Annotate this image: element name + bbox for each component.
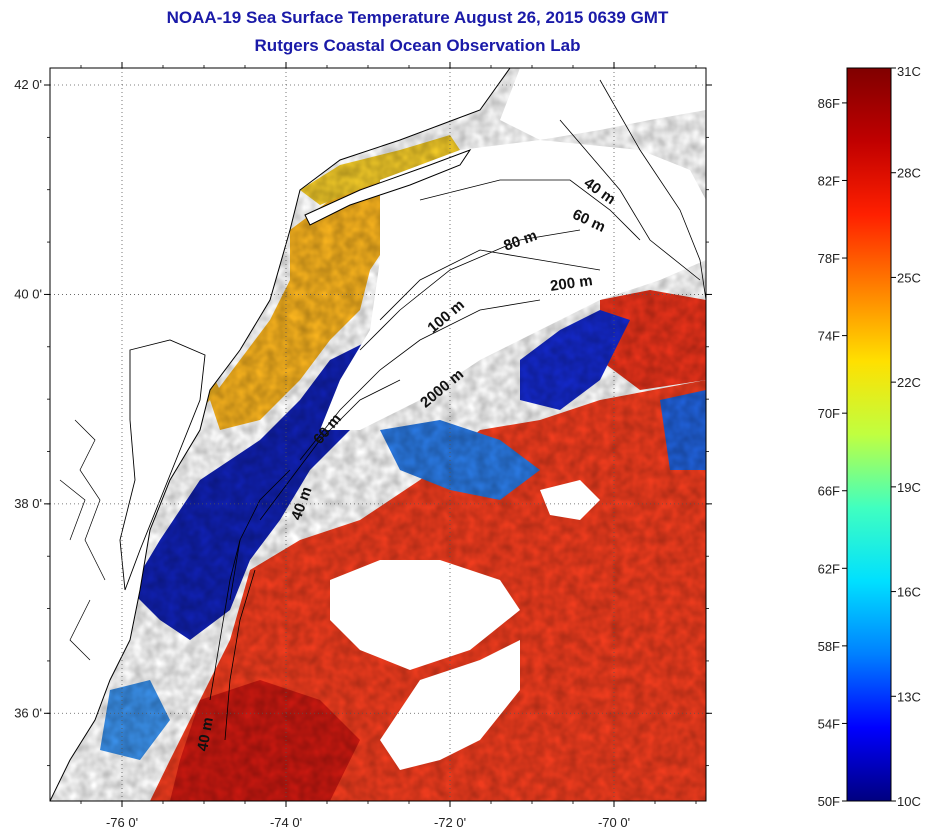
map-subtitle: Rutgers Coastal Ocean Observation Lab: [254, 36, 581, 55]
contour-line: [259, 379, 401, 521]
contour-line: [209, 539, 241, 701]
contour-line: [359, 229, 581, 351]
graticule: [50, 68, 706, 801]
colorbar-label-f: 66F: [818, 484, 840, 499]
colorbar-label-f: 74F: [818, 329, 840, 344]
contour-line: [419, 179, 641, 241]
colorbar-label-f: 86F: [818, 96, 840, 111]
colorbar-label-c: 19C: [897, 480, 921, 495]
lat-tick-label: 42 0': [14, 77, 42, 92]
land-mass: [50, 68, 510, 801]
colorbar-label-f: 70F: [818, 406, 840, 421]
colorbar-label-f: 54F: [818, 716, 840, 731]
delmarva-coast: [119, 339, 206, 591]
bathymetry-contours: [209, 79, 706, 741]
contour-line: [559, 119, 701, 281]
lon-tick-label: -72 0': [434, 815, 466, 830]
lon-tick-label: -76 0': [106, 815, 138, 830]
colorbar-scale: [846, 67, 892, 802]
colorbar-label-c: 10C: [897, 794, 921, 809]
map-title: NOAA-19 Sea Surface Temperature August 2…: [166, 8, 669, 27]
bay-shorelines: [59, 419, 106, 661]
contour-label: 40 m: [194, 716, 217, 753]
colorbar-labels: 31C 28C 25C 22C 19C 16C 13C 10C 86F 82F 78F 74F 70F 6…: [818, 64, 921, 809]
colorbar-label-f: 78F: [818, 251, 840, 266]
map-axes: 42 0' 40 0' 38 0' 36 0' -76 0' -74 0' -72 0' -7…: [14, 62, 712, 830]
colorbar-label-f: 58F: [818, 639, 840, 654]
colorbar-label-c: 13C: [897, 689, 921, 704]
colorbar-label-c: 25C: [897, 270, 921, 285]
long-island-coast: [304, 148, 472, 226]
cloud-gap-north: [500, 68, 706, 140]
lat-tick-label: 36 0': [14, 705, 42, 720]
cloud-gap-east: [540, 480, 600, 520]
cloud-gap-offshore: [330, 560, 520, 670]
map-frame: [49, 67, 707, 802]
contour-line: [379, 249, 601, 321]
delmarva-peninsula: [120, 340, 205, 590]
lon-tick-label: -74 0': [270, 815, 302, 830]
lon-tick-label: -70 0': [598, 815, 630, 830]
contour-label: 200 m: [549, 272, 593, 295]
colorbar-label-c: 16C: [897, 585, 921, 600]
colorbar-label-c: 31C: [897, 64, 921, 79]
contour-line: [224, 569, 256, 741]
long-island: [305, 150, 470, 225]
cloud-gap-shelf: [320, 140, 706, 430]
colorbar: 31C 28C 25C 22C 19C 16C 13C 10C 86F 82F 78F 74F 70F 6…: [818, 64, 921, 809]
colorbar-label-c: 22C: [897, 375, 921, 390]
coastline: [50, 68, 511, 801]
contour-line: [229, 469, 291, 601]
colorbar-label-f: 50F: [818, 794, 840, 809]
colorbar-label-c: 28C: [897, 166, 921, 181]
lat-tick-label: 40 0': [14, 286, 42, 301]
contour-line: [299, 299, 541, 461]
colorbar-label-f: 62F: [818, 561, 840, 576]
colorbar-label-f: 82F: [818, 173, 840, 188]
lat-tick-label: 38 0': [14, 496, 42, 511]
contour-line: [599, 79, 706, 301]
